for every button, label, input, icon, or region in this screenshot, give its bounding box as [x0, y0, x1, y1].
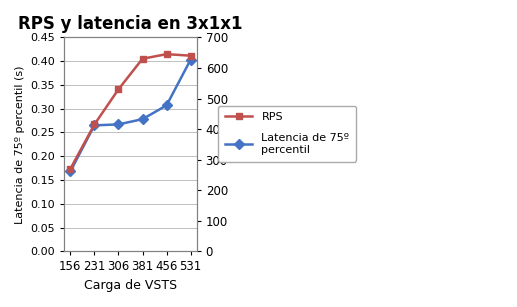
RPS — [92, 123, 98, 126]
Latencia de 75º
percentil — [115, 122, 121, 126]
RPS — [115, 87, 121, 91]
Y-axis label: RPS: RPS — [234, 132, 247, 157]
Y-axis label: Latencia de 75º percentil (s): Latencia de 75º percentil (s) — [15, 65, 25, 223]
RPS — [67, 167, 73, 171]
Latencia de 75º
percentil — [188, 58, 194, 61]
Legend: RPS, Latencia de 75º
percentil: RPS, Latencia de 75º percentil — [218, 106, 356, 162]
Latencia de 75º
percentil — [140, 117, 146, 121]
Title: RPS y latencia en 3x1x1: RPS y latencia en 3x1x1 — [18, 15, 242, 33]
Line: RPS: RPS — [67, 51, 194, 172]
Latencia de 75º
percentil — [67, 170, 73, 173]
Latencia de 75º
percentil — [163, 103, 170, 107]
Latencia de 75º
percentil — [92, 123, 98, 127]
X-axis label: Carga de VSTS: Carga de VSTS — [84, 279, 177, 292]
RPS — [188, 54, 194, 57]
RPS — [163, 52, 170, 56]
Line: Latencia de 75º
percentil: Latencia de 75º percentil — [67, 56, 194, 175]
RPS — [140, 57, 146, 60]
